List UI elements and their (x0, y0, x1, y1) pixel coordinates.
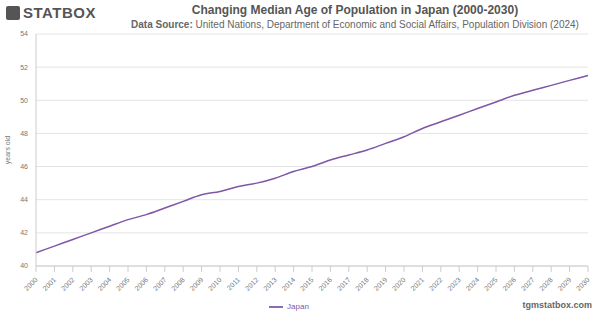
svg-text:2028: 2028 (538, 276, 554, 292)
svg-text:2029: 2029 (556, 276, 572, 292)
svg-text:2007: 2007 (152, 276, 168, 292)
svg-text:2013: 2013 (262, 276, 278, 292)
svg-text:2012: 2012 (244, 276, 260, 292)
svg-text:40: 40 (20, 262, 28, 269)
svg-text:2017: 2017 (336, 276, 352, 292)
html-text:STATBOX: STATBOX (23, 4, 96, 21)
html-text:tgmstatbox.com: tgmstatbox.com (522, 300, 592, 310)
svg-text:42: 42 (20, 229, 28, 236)
svg-text:2015: 2015 (299, 276, 315, 292)
svg-text:2020: 2020 (391, 276, 407, 292)
svg-text:50: 50 (20, 97, 28, 104)
svg-text:2000: 2000 (23, 276, 39, 292)
svg-text:2011: 2011 (226, 276, 242, 292)
svg-text:2024: 2024 (464, 276, 480, 292)
svg-text:2023: 2023 (446, 276, 462, 292)
svg-text:46: 46 (20, 163, 28, 170)
svg-text:2008: 2008 (170, 276, 186, 292)
svg-text:2025: 2025 (483, 276, 499, 292)
svg-text:2014: 2014 (280, 276, 296, 292)
svg-text:2006: 2006 (133, 276, 149, 292)
svg-text:2005: 2005 (115, 276, 131, 292)
svg-text:2002: 2002 (60, 276, 76, 292)
svg-text:2003: 2003 (78, 276, 94, 292)
svg-text:2009: 2009 (188, 276, 204, 292)
svg-text:2021: 2021 (409, 276, 425, 292)
svg-text:2018: 2018 (354, 276, 370, 292)
html-text:Japan: Japan (287, 302, 309, 312)
svg-text:2004: 2004 (96, 276, 112, 292)
svg-text:2010: 2010 (207, 276, 223, 292)
html-text:Data Source: United Nations, D: Data Source: United Nations, Department … (131, 19, 579, 30)
html-text:Changing Median Age of Populat: Changing Median Age of Population in Jap… (191, 3, 519, 17)
svg-text:54: 54 (20, 30, 28, 37)
svg-text:2030: 2030 (575, 276, 591, 292)
svg-text:years old: years old (8, 136, 12, 165)
svg-text:2027: 2027 (520, 276, 536, 292)
svg-text:2016: 2016 (317, 276, 333, 292)
svg-text:2019: 2019 (372, 276, 388, 292)
svg-text:52: 52 (20, 64, 28, 71)
svg-text:48: 48 (20, 130, 28, 137)
svg-text:2001: 2001 (41, 276, 57, 292)
svg-text:2022: 2022 (428, 276, 444, 292)
svg-text:44: 44 (20, 196, 28, 203)
svg-text:2026: 2026 (501, 276, 517, 292)
